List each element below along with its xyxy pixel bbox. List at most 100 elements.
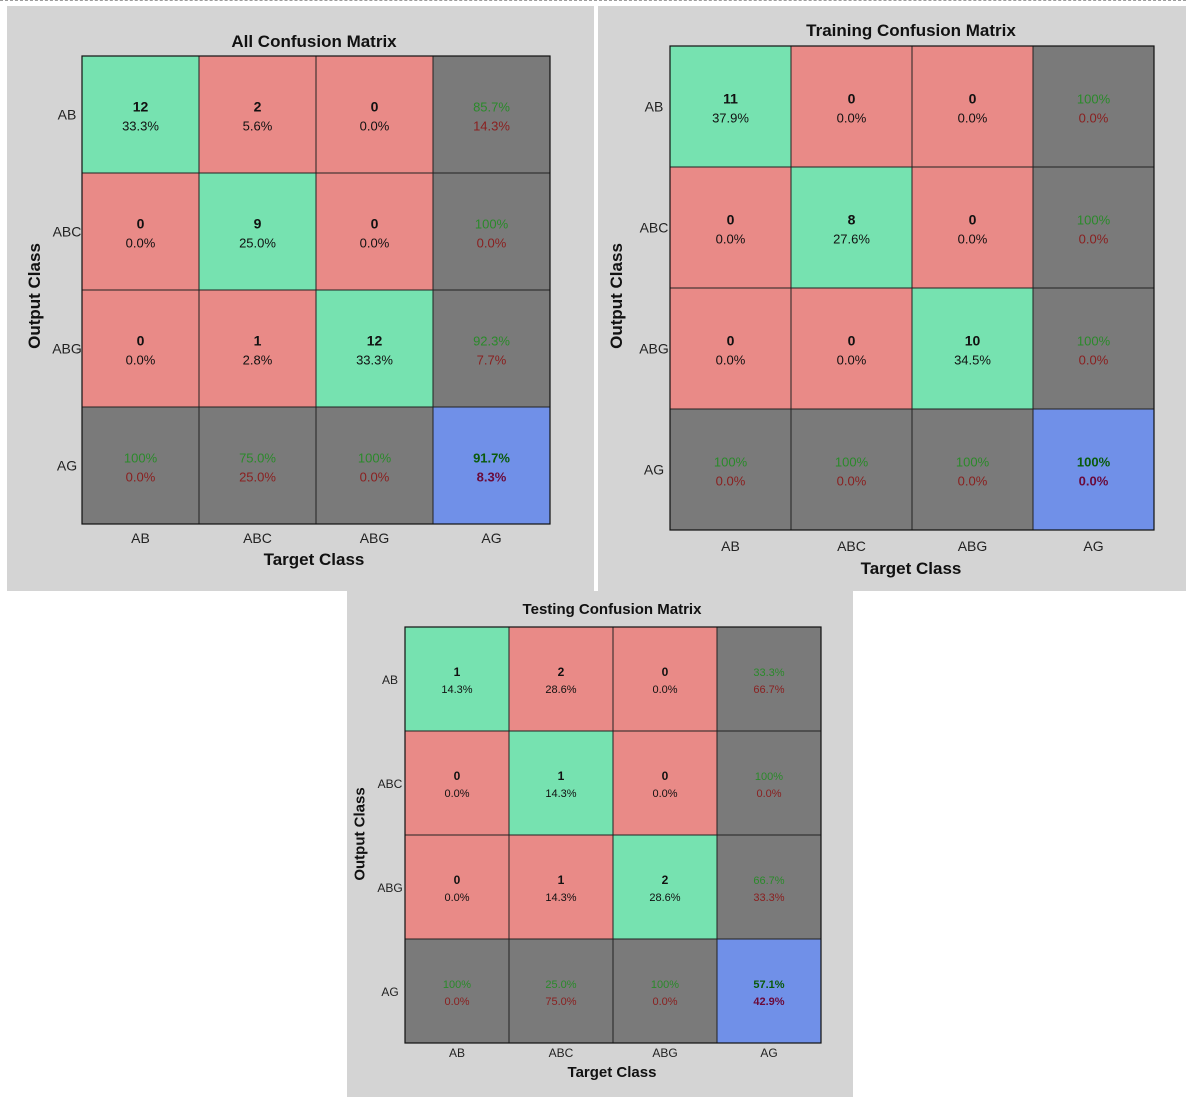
- cell-value-top: 0: [727, 212, 735, 228]
- matrix-cell-r1-c0: [81, 172, 200, 291]
- matrix-cell-r2-c3: [432, 289, 551, 408]
- cell-value-bottom: 0.0%: [958, 474, 988, 489]
- matrix-cell-r1-c0: [404, 730, 510, 836]
- cell-value-bottom: 28.6%: [545, 684, 576, 696]
- x-tick-label: AG: [1083, 538, 1103, 554]
- cell-value-bottom: 0.0%: [958, 111, 988, 126]
- chart-title: All Confusion Matrix: [231, 32, 397, 51]
- cell-value-top: 0: [969, 91, 977, 107]
- cell-value-top: 2: [254, 99, 262, 115]
- cell-value-top: 75.0%: [239, 451, 276, 466]
- cell-value-top: 0: [848, 333, 856, 349]
- matrix-cell-r0-c0: [669, 45, 792, 168]
- cell-value-bottom: 66.7%: [753, 684, 784, 696]
- cell-value-top: 12: [367, 333, 383, 349]
- matrix-cell-r2-c2: [911, 287, 1034, 410]
- cell-value-bottom: 0.0%: [360, 119, 390, 134]
- top-dashed-border: [0, 0, 1186, 1]
- cell-value-top: 1: [558, 769, 565, 783]
- cell-value-bottom: 0.0%: [444, 996, 469, 1008]
- cell-value-top: 100%: [124, 451, 158, 466]
- matrix-cell-r3-c3: [1032, 408, 1155, 531]
- x-tick-label: ABG: [958, 538, 988, 554]
- matrix-cell-r0-c0: [81, 55, 200, 174]
- x-tick-label: AB: [449, 1046, 465, 1060]
- cell-value-bottom: 14.3%: [441, 684, 472, 696]
- cell-value-bottom: 0.0%: [1079, 353, 1109, 368]
- cell-value-top: 11: [723, 91, 738, 107]
- cell-value-top: 0: [662, 769, 669, 783]
- y-tick-label: ABC: [378, 777, 403, 791]
- cell-value-top: 9: [254, 216, 262, 232]
- cell-value-bottom: 0.0%: [652, 996, 677, 1008]
- cell-value-bottom: 25.0%: [239, 470, 276, 485]
- cell-value-top: 100%: [443, 979, 471, 991]
- matrix-cell-r3-c2: [315, 406, 434, 525]
- cell-value-top: 0: [969, 212, 977, 228]
- matrix-cell-r3-c1: [790, 408, 913, 531]
- cell-value-bottom: 0.0%: [837, 111, 867, 126]
- matrix-cell-r1-c3: [1032, 166, 1155, 289]
- cell-value-bottom: 33.3%: [753, 892, 784, 904]
- testing-confusion-matrix-panel: Testing Confusion Matrix 1 14.3% 2 28.6% 0 0.0…: [347, 591, 853, 1097]
- x-tick-label: ABG: [652, 1046, 677, 1060]
- matrix-cell-r0-c1: [198, 55, 317, 174]
- cell-value-top: 92.3%: [473, 334, 510, 349]
- cell-value-top: 1: [254, 333, 262, 349]
- matrix-cell-r0-c2: [911, 45, 1034, 168]
- cell-value-bottom: 7.7%: [477, 353, 507, 368]
- matrix-cell-r1-c2: [612, 730, 718, 836]
- matrix-border: [404, 626, 822, 1044]
- y-tick-label: ABG: [377, 881, 402, 895]
- cell-value-top: 100%: [755, 771, 783, 783]
- cell-value-top: 0: [371, 99, 379, 115]
- y-tick-label: ABG: [52, 341, 82, 357]
- cell-value-bottom: 14.3%: [545, 892, 576, 904]
- x-tick-label: ABG: [360, 530, 390, 546]
- matrix-cell-r2-c1: [508, 834, 614, 940]
- y-axis-label: Output Class: [351, 787, 368, 880]
- cell-value-top: 12: [133, 99, 149, 115]
- cell-value-bottom: 0.0%: [444, 892, 469, 904]
- y-tick-label: AB: [58, 107, 77, 123]
- cell-value-top: 100%: [651, 979, 679, 991]
- cell-value-top: 100%: [358, 451, 392, 466]
- matrix-cell-r1-c3: [716, 730, 822, 836]
- y-tick-label: AG: [381, 985, 398, 999]
- x-tick-label: ABC: [243, 530, 272, 546]
- matrix-cell-r0-c1: [508, 626, 614, 732]
- chart-title: Testing Confusion Matrix: [523, 601, 703, 618]
- matrix-cell-r3-c2: [911, 408, 1034, 531]
- x-tick-label: AB: [721, 538, 740, 554]
- confusion-matrix-svg: All Confusion Matrix 12 33.3% 2 5.6% 0 0.0% 85.…: [25, 32, 551, 569]
- matrix-cell-r3-c0: [81, 406, 200, 525]
- cell-value-bottom: 27.6%: [833, 232, 870, 247]
- cell-value-bottom: 0.0%: [837, 474, 867, 489]
- x-axis-label: Target Class: [568, 1064, 657, 1081]
- cell-value-top: 100%: [714, 455, 748, 470]
- y-tick-label: AB: [382, 673, 398, 687]
- cell-value-top: 0: [454, 769, 461, 783]
- chart-title: Training Confusion Matrix: [806, 21, 1016, 40]
- cell-value-top: 0: [848, 91, 856, 107]
- matrix-cell-r3-c1: [198, 406, 317, 525]
- cell-value-top: 100%: [835, 455, 869, 470]
- matrix-cell-r2-c3: [716, 834, 822, 940]
- cell-value-bottom: 0.0%: [126, 353, 156, 368]
- cell-value-bottom: 0.0%: [444, 788, 469, 800]
- cell-value-top: 0: [137, 333, 145, 349]
- cell-value-top: 100%: [1077, 213, 1111, 228]
- cell-value-top: 0: [371, 216, 379, 232]
- cell-value-bottom: 14.3%: [473, 119, 510, 134]
- confusion-matrix-svg: Testing Confusion Matrix 1 14.3% 2 28.6% 0 0.0…: [351, 601, 822, 1081]
- cell-value-bottom: 0.0%: [477, 236, 507, 251]
- cell-value-bottom: 25.0%: [239, 236, 276, 251]
- matrix-cell-r3-c1: [508, 938, 614, 1044]
- matrix-cell-r1-c2: [315, 172, 434, 291]
- cell-value-top: 2: [558, 665, 565, 679]
- matrix-cell-r0-c3: [432, 55, 551, 174]
- matrix-cell-r2-c0: [404, 834, 510, 940]
- cell-value-bottom: 0.0%: [126, 470, 156, 485]
- cell-value-bottom: 33.3%: [356, 353, 393, 368]
- cell-value-bottom: 0.0%: [716, 232, 746, 247]
